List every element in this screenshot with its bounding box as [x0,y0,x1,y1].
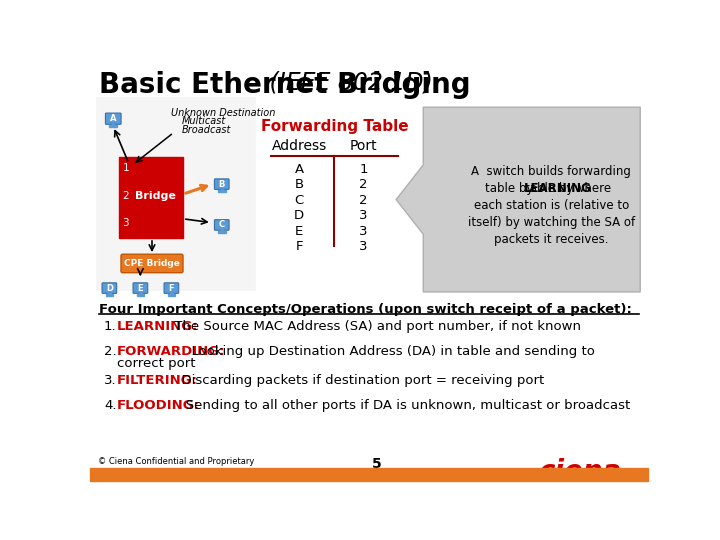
Text: Basic Ethernet Bridging: Basic Ethernet Bridging [99,71,471,99]
Bar [96,97,255,289]
Text: C: C [294,194,304,207]
FancyBboxPatch shape [105,113,121,124]
Text: ciena.: ciena. [539,457,632,485]
Text: 1.: 1. [104,320,117,333]
Text: A: A [294,163,304,176]
Text: 3: 3 [359,225,368,238]
Text: 2: 2 [359,194,368,207]
Text: Port: Port [350,139,377,153]
Text: The Source MAC Address (SA) and port number, if not known: The Source MAC Address (SA) and port num… [170,320,581,333]
Text: F: F [295,240,303,253]
Text: CPE Bridge: CPE Bridge [124,259,180,268]
Text: where: where [571,182,611,195]
Text: Unknown Destination: Unknown Destination [171,108,276,118]
FancyBboxPatch shape [102,283,117,293]
Text: 1: 1 [122,163,129,173]
Bar [168,294,175,296]
Bar [108,293,111,295]
Text: B: B [219,180,225,188]
Bar [139,293,142,295]
Text: E: E [295,225,303,238]
Text: B: B [294,178,304,191]
Text: Four Important Concepts/Operations (upon switch receipt of a packet):: Four Important Concepts/Operations (upon… [99,303,632,316]
Text: 2: 2 [122,191,129,201]
Bar [218,190,225,192]
Text: A: A [110,114,117,123]
Text: Multicast: Multicast [181,117,225,126]
Text: itself) by watching the SA of: itself) by watching the SA of [467,215,635,229]
Bar [90,468,648,481]
Text: LEARNING:: LEARNING: [117,320,199,333]
Bar [220,188,223,191]
Text: 5: 5 [372,457,382,471]
Text: FORWARDING:: FORWARDING: [117,345,225,358]
Text: A  switch builds forwarding: A switch builds forwarding [471,165,631,178]
Text: 3: 3 [359,209,368,222]
Text: 3.: 3. [104,374,117,387]
Polygon shape [396,107,640,292]
Text: Looking up Destination Address (DA) in table and sending to: Looking up Destination Address (DA) in t… [183,345,595,358]
Text: 4.: 4. [104,399,117,412]
Text: (IEEE 802.1D): (IEEE 802.1D) [262,71,433,95]
Text: Forwarding Table: Forwarding Table [261,119,408,134]
Bar [109,125,117,127]
Text: F: F [168,284,174,293]
Bar [120,157,183,238]
Text: 2.: 2. [104,345,117,358]
Text: E: E [138,284,143,293]
FancyBboxPatch shape [164,283,179,293]
Text: 3: 3 [122,218,129,228]
Text: D: D [106,284,113,293]
Bar [170,293,173,295]
Text: D: D [294,209,305,222]
Text: Broadcast: Broadcast [181,125,231,135]
Text: table by: table by [525,182,577,195]
Text: Sending to all other ports if DA is unknown, multicast or broadcast: Sending to all other ports if DA is unkn… [173,399,630,412]
Text: Discarding packets if destination port = receiving port: Discarding packets if destination port =… [173,374,544,387]
Text: correct port: correct port [117,357,196,370]
Text: Address: Address [271,139,327,153]
Text: table by: table by [485,182,537,195]
Bar [106,294,113,296]
Text: 1: 1 [359,163,368,176]
Text: C: C [219,220,225,230]
Bar [220,230,223,232]
Text: each station is (relative to: each station is (relative to [474,199,629,212]
Bar [112,124,114,126]
Text: LEARNING: LEARNING [524,182,592,195]
Text: packets it receives.: packets it receives. [494,233,608,246]
Bar [137,294,144,296]
Text: FILTERING:: FILTERING: [117,374,198,387]
Text: 3: 3 [359,240,368,253]
Text: © Ciena Confidential and Proprietary: © Ciena Confidential and Proprietary [98,457,254,467]
Bar [218,231,225,233]
FancyBboxPatch shape [133,283,148,293]
Text: 2: 2 [359,178,368,191]
Text: Bridge: Bridge [135,191,176,201]
FancyBboxPatch shape [215,179,229,190]
FancyBboxPatch shape [121,254,183,273]
Text: FLOODING:: FLOODING: [117,399,200,412]
FancyBboxPatch shape [215,220,229,230]
